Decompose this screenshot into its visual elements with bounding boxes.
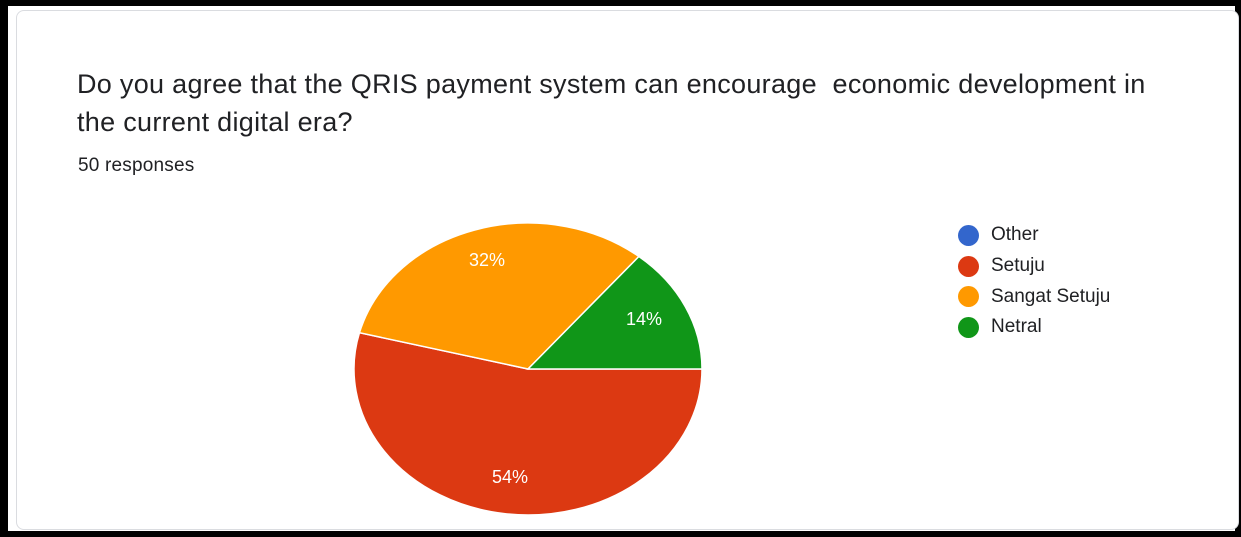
pie-slice-sangat-setuju[interactable]: [358, 222, 641, 370]
legend-item-other[interactable]: Other: [958, 220, 1110, 251]
question-title: Do you agree that the QRIS payment syste…: [77, 69, 1154, 137]
legend-swatch-other: [958, 224, 979, 246]
chart-legend: Other Setuju Sangat Setuju Netral: [958, 220, 1110, 343]
response-count: 50 responses: [78, 155, 195, 176]
legend-swatch-netral: [958, 316, 979, 338]
slice-label-setuju: 54%: [492, 467, 528, 487]
legend-swatch-sangat-setuju: [958, 286, 979, 308]
slice-label-netral: 14%: [626, 309, 662, 329]
legend-swatch-setuju: [958, 255, 979, 277]
legend-label-netral: Netral: [991, 316, 1042, 338]
legend-label-other: Other: [991, 224, 1039, 246]
legend-label-setuju: Setuju: [991, 255, 1045, 277]
pie-slice-netral[interactable]: [526, 255, 703, 370]
legend-item-netral[interactable]: Netral: [958, 312, 1110, 343]
slice-label-sangat-setuju: 32%: [469, 250, 505, 270]
pie-slice-setuju[interactable]: [353, 331, 703, 516]
legend-label-sangat-setuju: Sangat Setuju: [991, 285, 1111, 307]
legend-item-setuju[interactable]: Setuju: [958, 251, 1110, 282]
legend-item-sangat-setuju[interactable]: Sangat Setuju: [958, 281, 1110, 312]
